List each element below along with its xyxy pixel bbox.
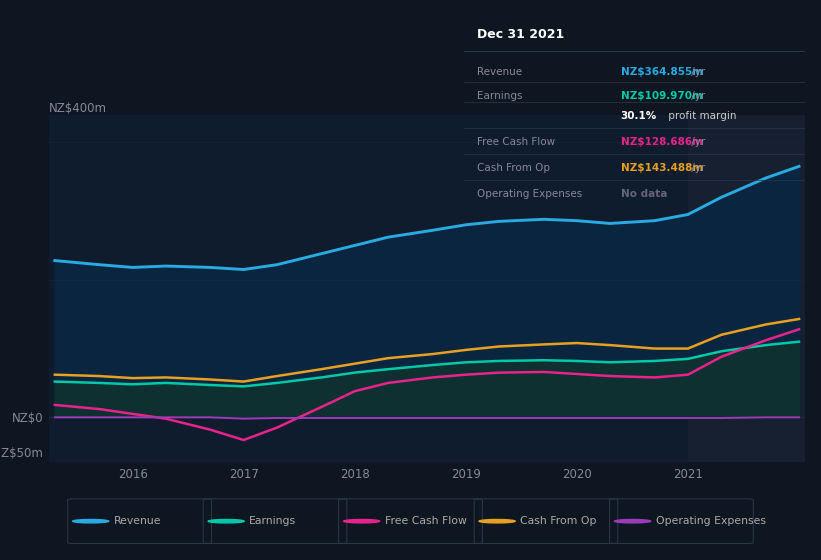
Text: 30.1%: 30.1%	[621, 111, 657, 121]
Circle shape	[344, 520, 380, 523]
Text: NZ$109.970m: NZ$109.970m	[621, 91, 703, 101]
Text: Cash From Op: Cash From Op	[521, 516, 597, 526]
Text: /yr: /yr	[688, 163, 705, 173]
Text: profit margin: profit margin	[665, 111, 736, 121]
Text: Revenue: Revenue	[113, 516, 161, 526]
Circle shape	[479, 520, 516, 523]
Text: Cash From Op: Cash From Op	[478, 163, 551, 173]
Text: NZ$128.686m: NZ$128.686m	[621, 137, 703, 147]
Text: Revenue: Revenue	[478, 67, 523, 77]
Circle shape	[614, 520, 650, 523]
Bar	[688, 115, 810, 462]
Text: /yr: /yr	[688, 137, 705, 147]
Text: NZ$364.855m: NZ$364.855m	[621, 67, 703, 77]
Text: No data: No data	[621, 189, 667, 199]
Circle shape	[208, 520, 245, 523]
Text: Dec 31 2021: Dec 31 2021	[478, 28, 565, 41]
Text: Operating Expenses: Operating Expenses	[656, 516, 765, 526]
Text: /yr: /yr	[688, 91, 705, 101]
Text: Free Cash Flow: Free Cash Flow	[385, 516, 466, 526]
Circle shape	[72, 520, 108, 523]
Text: Earnings: Earnings	[250, 516, 296, 526]
Text: Operating Expenses: Operating Expenses	[478, 189, 583, 199]
Text: NZ$143.488m: NZ$143.488m	[621, 163, 703, 173]
Text: Earnings: Earnings	[478, 91, 523, 101]
Text: NZ$400m: NZ$400m	[49, 102, 108, 115]
Text: /yr: /yr	[688, 67, 705, 77]
Text: Free Cash Flow: Free Cash Flow	[478, 137, 556, 147]
